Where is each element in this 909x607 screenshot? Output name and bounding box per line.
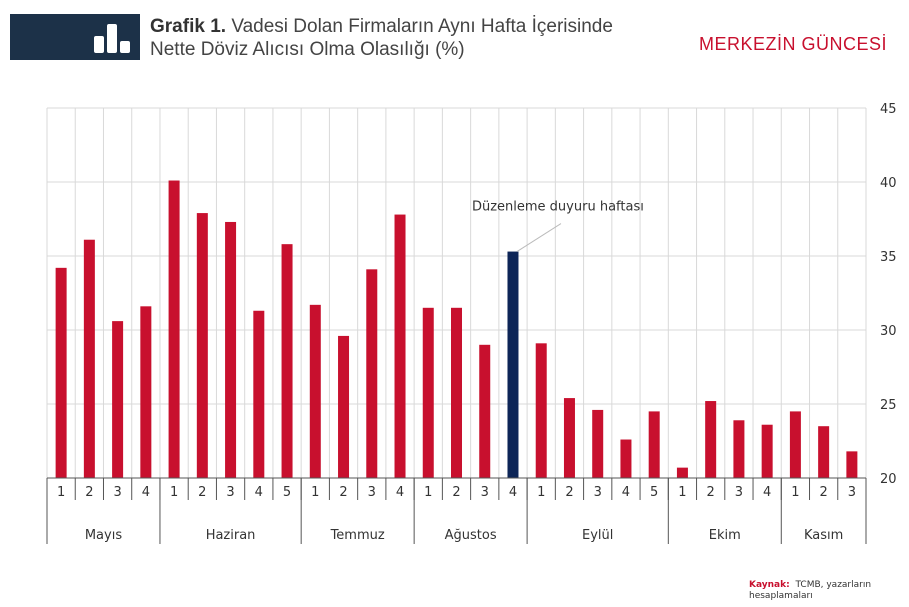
week-label: 1 [678,485,686,500]
month-label: Temmuz [330,528,385,543]
bar [55,267,67,478]
month-label: Ağustos [445,528,497,543]
week-label: 5 [650,485,658,500]
bar [309,304,321,478]
month-label: Eylül [582,528,613,543]
week-label: 2 [707,485,715,500]
week-label: 3 [735,485,743,500]
week-label: 4 [255,485,263,500]
week-label: 3 [226,485,234,500]
bar [789,411,801,478]
week-label: 1 [537,485,545,500]
source-label: Kaynak: [749,580,790,590]
chart-title: Grafik 1. Vadesi Dolan Firmaların Aynı H… [150,15,613,61]
bar [846,451,858,478]
bar [140,306,152,478]
week-label: 2 [452,485,460,500]
week-label: 2 [565,485,573,500]
week-label: 2 [819,485,827,500]
bar [818,426,830,478]
bar-chart-icon [94,24,130,53]
bar [422,307,434,478]
bar [648,411,660,478]
header-icon-box [10,14,140,60]
week-label: 1 [311,485,319,500]
source-note: Kaynak: TCMB, yazarların hesaplamaları [749,580,899,602]
bar [281,244,293,478]
week-label: 1 [170,485,178,500]
bar [479,344,491,478]
highlight-bar [507,251,519,478]
week-label: 1 [57,485,65,500]
source-text: TCMB, yazarların hesaplamaları [749,580,872,601]
month-label: Kasım [804,528,843,543]
week-label: 5 [283,485,291,500]
week-label: 2 [339,485,347,500]
bar [535,343,547,478]
bar [705,401,717,478]
bar [83,239,95,478]
y-tick-label: 25 [880,398,897,413]
month-label: Ekim [709,528,741,543]
week-label: 3 [368,485,376,500]
bar [196,213,208,478]
month-label: Mayıs [85,528,122,543]
annotation-label: Düzenleme duyuru haftası [472,200,644,215]
bar [733,420,745,478]
week-label: 4 [396,485,404,500]
bar [394,214,406,478]
y-tick-label: 45 [880,102,897,117]
bar [225,221,237,478]
bar [676,467,688,478]
week-label: 3 [848,485,856,500]
bar [451,307,462,478]
title-line-1: Vadesi Dolan Firmaların Aynı Hafta İçeri… [231,16,613,37]
bar [253,310,265,478]
title-line-2: Nette Döviz Alıcısı Olma Olasılığı (%) [150,39,465,60]
bar [366,269,378,478]
brand-logo: MERKEZİN GÜNCESİ [698,34,887,54]
week-label: 4 [622,485,630,500]
week-label: 4 [763,485,771,500]
week-label: 3 [481,485,489,500]
week-label: 1 [424,485,432,500]
y-tick-label: 20 [880,472,897,487]
y-tick-label: 40 [880,176,897,191]
bar [761,424,773,478]
bar [168,180,180,478]
week-label: 1 [791,485,799,500]
week-label: 4 [142,485,150,500]
y-tick-label: 35 [880,250,897,265]
bar [563,398,575,478]
figure-label: Grafik 1. [150,16,227,37]
bar [338,335,350,478]
annotation-leader-line [516,223,562,252]
week-label: 2 [198,485,206,500]
y-tick-label: 30 [880,324,897,339]
week-label: 3 [594,485,602,500]
week-label: 2 [85,485,93,500]
bar [592,409,604,478]
week-label: 3 [113,485,121,500]
month-label: Haziran [206,528,256,543]
bar [620,439,632,478]
bar [112,321,124,478]
week-label: 4 [509,485,517,500]
